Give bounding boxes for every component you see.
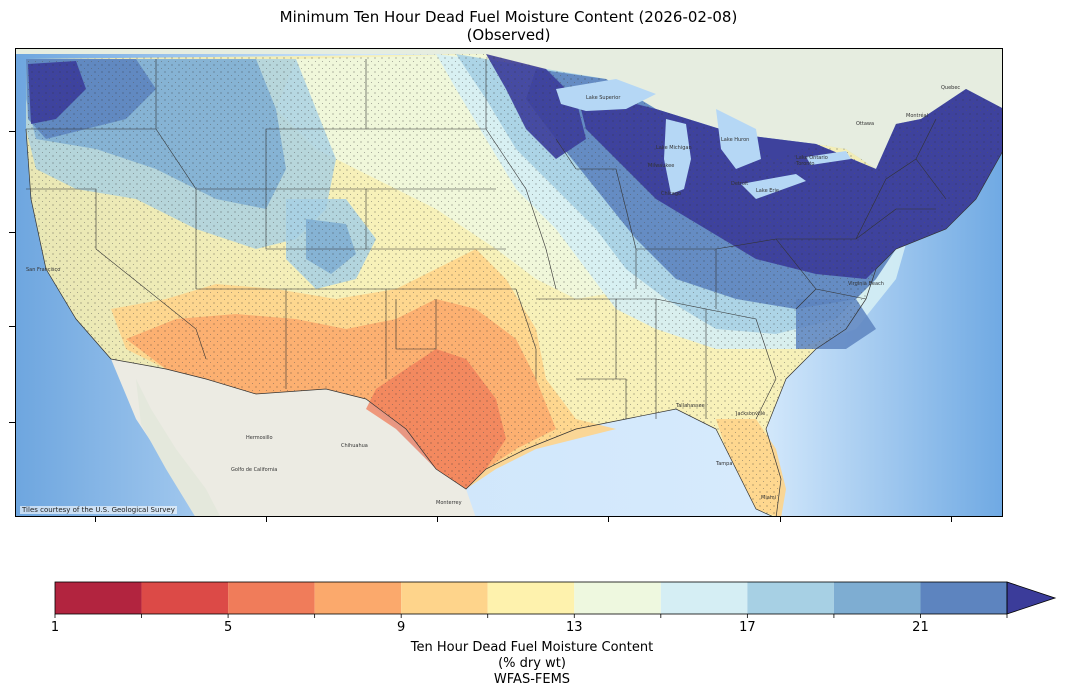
colorbar-tick-label: 21 — [912, 620, 929, 635]
x-tick — [437, 517, 438, 522]
colorbar-segment — [401, 582, 488, 614]
lake-huron — [716, 109, 761, 169]
colorbar-extend-arrow — [1006, 581, 1057, 615]
x-tick — [608, 517, 609, 522]
colorbar-label: Ten Hour Dead Fuel Moisture Content — [410, 640, 654, 655]
colorbar-source: WFAS-FEMS — [493, 672, 571, 687]
colorbar-segment — [228, 582, 315, 614]
lake-ontario — [806, 151, 851, 165]
y-tick — [9, 232, 15, 233]
map-panel: San Francisco Hermosillo Chihuahua Golfo… — [15, 48, 1003, 517]
us-coastline — [25, 128, 1002, 516]
city-label: Monterrey — [436, 500, 462, 506]
colorbar-svg — [54, 581, 1057, 618]
lake-label: Lake Erie — [756, 188, 779, 194]
colorbar-segment — [487, 582, 575, 614]
city-label: Chicago — [661, 191, 681, 197]
colorbar-tick-label: 13 — [565, 620, 583, 635]
y-tick — [9, 422, 15, 423]
x-tick — [951, 517, 952, 522]
colorbar-segment — [833, 582, 921, 614]
city-label: Miami — [761, 495, 776, 501]
lake-superior — [556, 79, 656, 111]
city-label: Tallahassee — [675, 403, 705, 409]
lake-label: Lake Superior — [586, 95, 621, 101]
chart-subtitle: (Observed) — [466, 26, 551, 44]
colorbar-outline — [54, 581, 1008, 615]
colorbar-segment — [55, 582, 142, 614]
city-label: Hermosillo — [246, 435, 273, 441]
chart-title: Minimum Ten Hour Dead Fuel Moisture Cont… — [279, 8, 738, 26]
colorbar — [54, 581, 1057, 618]
lake-michigan — [664, 119, 691, 194]
station-dots — [26, 54, 1002, 516]
state-boundaries — [26, 59, 947, 420]
lake-label: Lake Michigan — [656, 145, 692, 151]
y-tick — [9, 131, 15, 132]
lake-label: Lake Ontario — [796, 155, 828, 161]
city-label: Ottawa — [856, 121, 874, 127]
moisture-map: San Francisco Hermosillo Chihuahua Golfo… — [16, 49, 1002, 516]
colorbar-units: (% dry wt) — [498, 656, 566, 671]
city-label: Golfo de California — [231, 467, 277, 473]
colorbar-segment — [920, 582, 1007, 614]
lake-label: Lake Huron — [721, 137, 749, 143]
city-label: Toronto — [795, 161, 814, 167]
city-label: Chihuahua — [341, 443, 368, 449]
colorbar-segment — [574, 582, 661, 614]
baja-land — [136, 379, 220, 516]
colorbar-segment — [314, 582, 402, 614]
city-label: Tampa — [715, 461, 732, 467]
lake-labels: Lake Superior Lake Huron Lake Michigan L… — [586, 95, 828, 194]
colorbar-tick-label: 1 — [50, 620, 60, 635]
city-label: Detroit — [731, 181, 748, 187]
city-label: Milwaukee — [648, 163, 674, 169]
map-attribution: Tiles courtesy of the U.S. Geological Su… — [20, 506, 177, 514]
mexico-land — [111, 359, 476, 516]
city-label: Jacksonville — [735, 411, 765, 417]
colorbar-tick-label: 5 — [223, 620, 233, 635]
x-tick — [780, 517, 781, 522]
city-label: Montréal — [906, 112, 928, 119]
colorbar-tick-label: 9 — [397, 620, 406, 635]
x-tick — [266, 517, 267, 522]
city-label: Virginia Beach — [848, 281, 884, 287]
city-labels: San Francisco Hermosillo Chihuahua Golfo… — [26, 85, 960, 506]
colorbar-tick-label: 17 — [739, 620, 756, 635]
colorbar-segment — [747, 582, 834, 614]
colorbar-segment — [660, 582, 748, 614]
colorbar-segment — [141, 582, 229, 614]
city-label: San Francisco — [26, 267, 60, 273]
lake-erie — [741, 174, 806, 199]
x-tick — [95, 517, 96, 522]
city-label: Quebec — [941, 85, 960, 91]
y-tick — [9, 326, 15, 327]
